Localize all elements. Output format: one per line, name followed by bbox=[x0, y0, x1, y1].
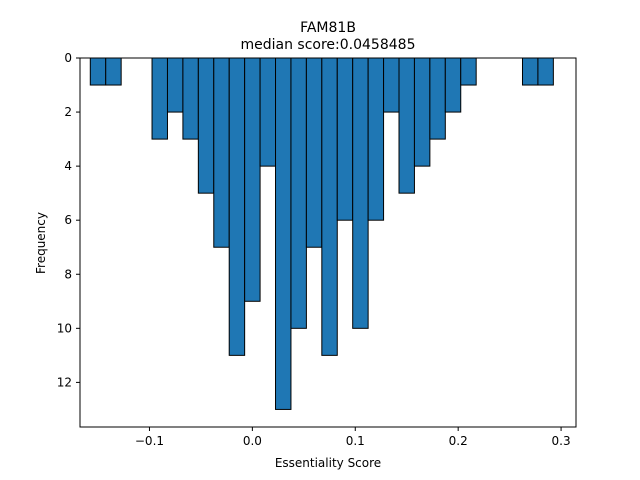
histogram-bar-23 bbox=[521, 57, 539, 86]
histogram-bar-6 bbox=[213, 57, 230, 248]
histogram-bar-20 bbox=[429, 57, 446, 140]
histogram-bar-13 bbox=[321, 57, 338, 356]
histogram-bars bbox=[89, 57, 554, 410]
histogram-bar-9 bbox=[259, 57, 277, 167]
histogram-bar-3 bbox=[166, 57, 184, 113]
y-tick-label-6: 12 bbox=[57, 375, 72, 389]
y-tick-label-2: 4 bbox=[64, 159, 72, 173]
x-tick-label-4: 0.3 bbox=[552, 434, 571, 448]
histogram-bar-8 bbox=[244, 57, 261, 302]
histogram-bar-21 bbox=[444, 57, 462, 113]
histogram-bar-11 bbox=[290, 57, 307, 329]
histogram-bar-17 bbox=[383, 57, 400, 113]
histogram-bar-16 bbox=[367, 57, 385, 221]
histogram-bar-5 bbox=[197, 57, 215, 194]
y-axis-ticks: 0 2 4 6 8 10 12 bbox=[57, 51, 80, 389]
x-tick-label-3: 0.2 bbox=[449, 434, 468, 448]
histogram-bar-14 bbox=[336, 57, 354, 221]
histogram-bar-10 bbox=[275, 57, 292, 410]
histogram-bar-24 bbox=[537, 57, 554, 86]
y-tick-label-4: 8 bbox=[64, 267, 72, 281]
plot-frame bbox=[79, 57, 577, 428]
histogram-bar-1 bbox=[105, 57, 122, 86]
histogram-bar-19 bbox=[413, 57, 431, 167]
y-tick-label-0: 0 bbox=[64, 51, 72, 65]
x-tick-label-2: 0.1 bbox=[346, 434, 365, 448]
x-tick-label-0: −0.1 bbox=[135, 434, 164, 448]
histogram-bar-4 bbox=[182, 57, 199, 140]
x-tick-label-1: 0.0 bbox=[243, 434, 262, 448]
histogram-bar-0 bbox=[89, 57, 107, 86]
y-tick-label-5: 10 bbox=[57, 321, 72, 335]
chart-subtitle: median score:0.0458485 bbox=[241, 37, 416, 53]
x-axis-label: Essentiality Score bbox=[275, 456, 381, 470]
y-axis-label: Frequency bbox=[34, 212, 48, 274]
histogram-bar-7 bbox=[228, 57, 246, 356]
x-axis-ticks: −0.1 0.0 0.1 0.2 0.3 bbox=[135, 427, 571, 448]
y-tick-label-3: 6 bbox=[64, 213, 72, 227]
histogram-bar-15 bbox=[352, 57, 369, 329]
histogram-bar-12 bbox=[305, 57, 323, 248]
y-tick-label-1: 2 bbox=[64, 105, 72, 119]
chart-title: FAM81B bbox=[300, 20, 356, 36]
histogram-bar-22 bbox=[460, 57, 477, 86]
histogram-bar-2 bbox=[151, 57, 168, 140]
histogram-bar-18 bbox=[398, 57, 415, 194]
